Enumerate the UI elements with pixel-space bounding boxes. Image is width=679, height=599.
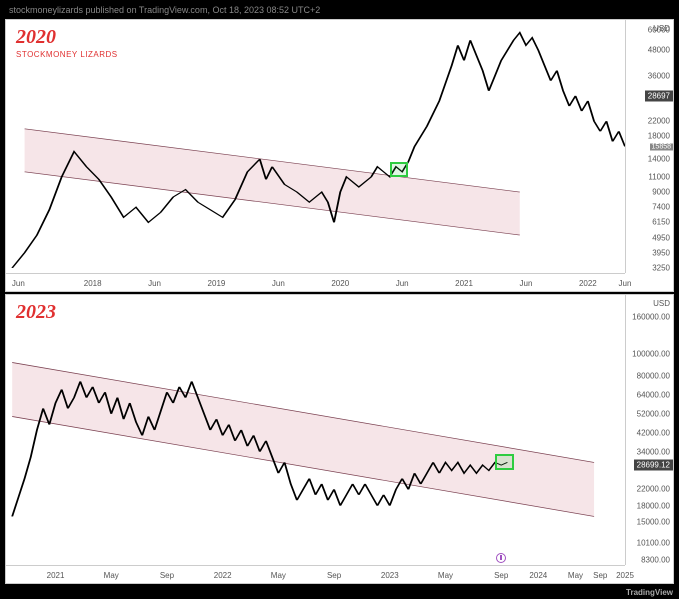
x-tick-label: 2022 [214,571,232,580]
y-tick-label: 60000 [648,26,670,35]
x-tick-label: Sep [160,571,174,580]
x-tick-label: 2020 [331,279,349,288]
y-tick-label: 28699.12 [634,460,673,471]
x-tick-label: Jun [148,279,161,288]
chart-panel-2020: 2020 STOCKMONEY LIZARDS USD 600004800036… [5,19,674,292]
chart-svg-bottom [6,295,625,565]
x-tick-label: Jun [272,279,285,288]
publish-header: stockmoneylizards published on TradingVi… [3,3,676,17]
y-tick-label: 34000.00 [637,447,670,456]
y-axis-bottom: USD 160000.00 100000.00 80000.00 64000.00 52… [625,295,673,565]
news-event-icon[interactable] [496,553,506,563]
chart-area-top[interactable]: 2020 STOCKMONEY LIZARDS [6,20,625,273]
y-tick-label: 6150 [652,218,670,227]
x-tick-label: 2025 [616,571,634,580]
x-tick-label: 2021 [455,279,473,288]
breakout-marker-top [390,162,409,177]
y-tick-label: 52000.00 [637,409,670,418]
x-tick-label: Sep [327,571,341,580]
y-tick-label: 64000.00 [637,390,670,399]
y-tick-label: 3950 [652,248,670,257]
chart-panel-2023: 2023 USD 160000.00 100000.00 80000.00 64000… [5,294,674,584]
y-tick-label: 18000.00 [637,501,670,510]
y-tick-label: 18000 [648,132,670,141]
y-tick-label: 15858 [650,143,673,150]
y-tick-label: 28697 [645,90,673,101]
breakout-marker-bottom [495,454,514,470]
tradingview-logo: TradingView [626,588,673,597]
x-tick-label: Jun [396,279,409,288]
y-tick-label: 10100.00 [637,539,670,548]
x-tick-label: Jun [520,279,533,288]
y-tick-label: 14000 [648,155,670,164]
x-axis-bottom: 2021 May Sep 2022 May Sep 2023 May Sep 2024 May Sep… [6,565,625,583]
y-tick-label: 4950 [652,233,670,242]
y-tick-label: 100000.00 [632,350,670,359]
x-tick-label: May [104,571,119,580]
y-tick-label: 80000.00 [637,372,670,381]
x-tick-label: Sep [593,571,607,580]
y-unit-bottom: USD [653,299,670,308]
y-tick-label: 160000.00 [632,312,670,321]
y-tick-label: 42000.00 [637,428,670,437]
chart-svg-top [6,20,625,273]
x-tick-label: 2018 [84,279,102,288]
x-tick-label: 2019 [208,279,226,288]
y-tick-label: 48000 [648,46,670,55]
x-tick-label: Sep [494,571,508,580]
y-tick-label: 22000 [648,117,670,126]
x-tick-label: May [438,571,453,580]
y-tick-label: 11000 [648,172,670,181]
y-tick-label: 8300.00 [641,555,670,564]
x-tick-label: 2022 [579,279,597,288]
x-axis-top: Jun2018Jun2019Jun2020Jun2021Jun2022Jun [6,273,625,291]
y-tick-label: 7400 [652,203,670,212]
x-tick-label: Jun [619,279,632,288]
y-tick-label: 15000.00 [637,517,670,526]
y-tick-label: 22000.00 [637,485,670,494]
x-tick-label: 2023 [381,571,399,580]
y-tick-label: 9000 [652,188,670,197]
x-tick-label: 2021 [47,571,65,580]
y-axis-top: USD 600004800036000286972200018000158581… [625,20,673,273]
y-tick-label: 3250 [652,263,670,272]
y-tick-label: 36000 [648,71,670,80]
x-tick-label: 2024 [529,571,547,580]
x-tick-label: May [568,571,583,580]
chart-area-bottom[interactable]: 2023 [6,295,625,565]
x-tick-label: Jun [12,279,25,288]
x-tick-label: May [271,571,286,580]
